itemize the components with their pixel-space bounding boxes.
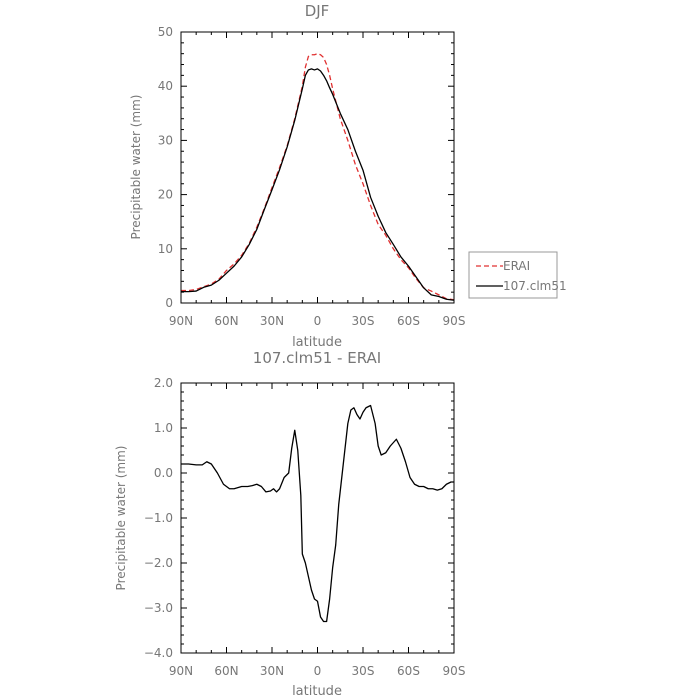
bottom-chart-y-tick-label: 1.0: [154, 421, 173, 435]
bottom-chart-x-tick-label: 60S: [397, 664, 420, 678]
bottom-chart-y-ticks: 2.0 1.0 0.0 −1.0 −2.0 −3.0 −4.0: [144, 376, 454, 660]
top-chart-series-107-clm51-line: [181, 68, 455, 301]
bottom-chart-y-tick-label: −3.0: [144, 601, 173, 615]
top-chart-y-ticks: 0 10 20 30 40 50: [158, 25, 454, 310]
top-chart-x-tick-label: 90N: [169, 314, 193, 328]
top-chart-y-tick-label: 10: [158, 242, 173, 256]
bottom-chart-y-tick-label: −2.0: [144, 556, 173, 570]
bottom-chart-y-tick-label: 2.0: [154, 376, 173, 390]
bottom-chart-series-series-0-line: [181, 404, 454, 623]
top-chart-x-tick-label: 30S: [352, 314, 375, 328]
bottom-chart-x-ticks: 90N 60N 30N 0 30S 60S 90S: [169, 383, 466, 678]
top-chart-y-tick-label: 20: [158, 188, 173, 202]
top-chart-axes-frame: [180, 31, 455, 304]
top-chart-x-axis-label: latitude: [292, 335, 342, 350]
bottom-chart-x-tick-label: 90S: [443, 664, 466, 678]
bottom-chart-x-tick-label: 30S: [352, 664, 375, 678]
bottom-chart-title: 107.clm51 - ERAI: [253, 349, 381, 367]
top-chart-y-axis-label: Precipitable water (mm): [129, 95, 143, 240]
top-chart-x-tick-label: 30N: [260, 314, 284, 328]
bottom-chart-y-tick-label: −4.0: [144, 646, 173, 660]
bottom-chart-y-tick-label: 0.0: [154, 466, 173, 480]
top-chart-series-erai-line: [181, 53, 455, 301]
bottom-chart-plot-area: [181, 404, 454, 623]
bottom-chart-axes-frame: [180, 382, 455, 654]
top-chart-x-tick-label: 60N: [214, 314, 238, 328]
top-chart-y-tick-label: 40: [158, 79, 173, 93]
bottom-chart-x-axis-label: latitude: [292, 684, 342, 699]
top-chart-y-tick-label: 30: [158, 133, 173, 147]
top-chart-x-tick-label: 0: [314, 314, 322, 328]
legend: ERAI 107.clm51: [468, 251, 567, 299]
bottom-chart-panel: 107.clm51 - ERAI 90N 60N 30N 0 30S 60S 90S 2.0…: [114, 349, 465, 699]
top-chart-y-tick-label: 50: [158, 25, 173, 39]
top-chart-title: DJF: [305, 2, 330, 20]
bottom-chart-x-tick-label: 30N: [260, 664, 284, 678]
bottom-chart-y-tick-label: −1.0: [144, 511, 173, 525]
top-chart-panel: DJF 90N 60N 30N 0 30S 60S 90S 0 10 20 30 40 50 lati…: [129, 2, 465, 350]
top-chart-plot-area: [181, 53, 455, 301]
bottom-chart-x-tick-label: 60N: [214, 664, 238, 678]
legend-label-107-clm51: 107.clm51: [503, 279, 567, 293]
top-chart-x-ticks: 90N 60N 30N 0 30S 60S 90S: [169, 32, 466, 328]
bottom-chart-x-tick-label: 0: [314, 664, 322, 678]
top-chart-y-tick-label: 0: [165, 296, 173, 310]
top-chart-x-tick-label: 90S: [443, 314, 466, 328]
legend-box: [468, 251, 558, 299]
legend-label-erai: ERAI: [503, 259, 530, 273]
bottom-chart-x-tick-label: 90N: [169, 664, 193, 678]
bottom-chart-y-axis-label: Precipitable water (mm): [114, 446, 128, 591]
top-chart-x-tick-label: 60S: [397, 314, 420, 328]
